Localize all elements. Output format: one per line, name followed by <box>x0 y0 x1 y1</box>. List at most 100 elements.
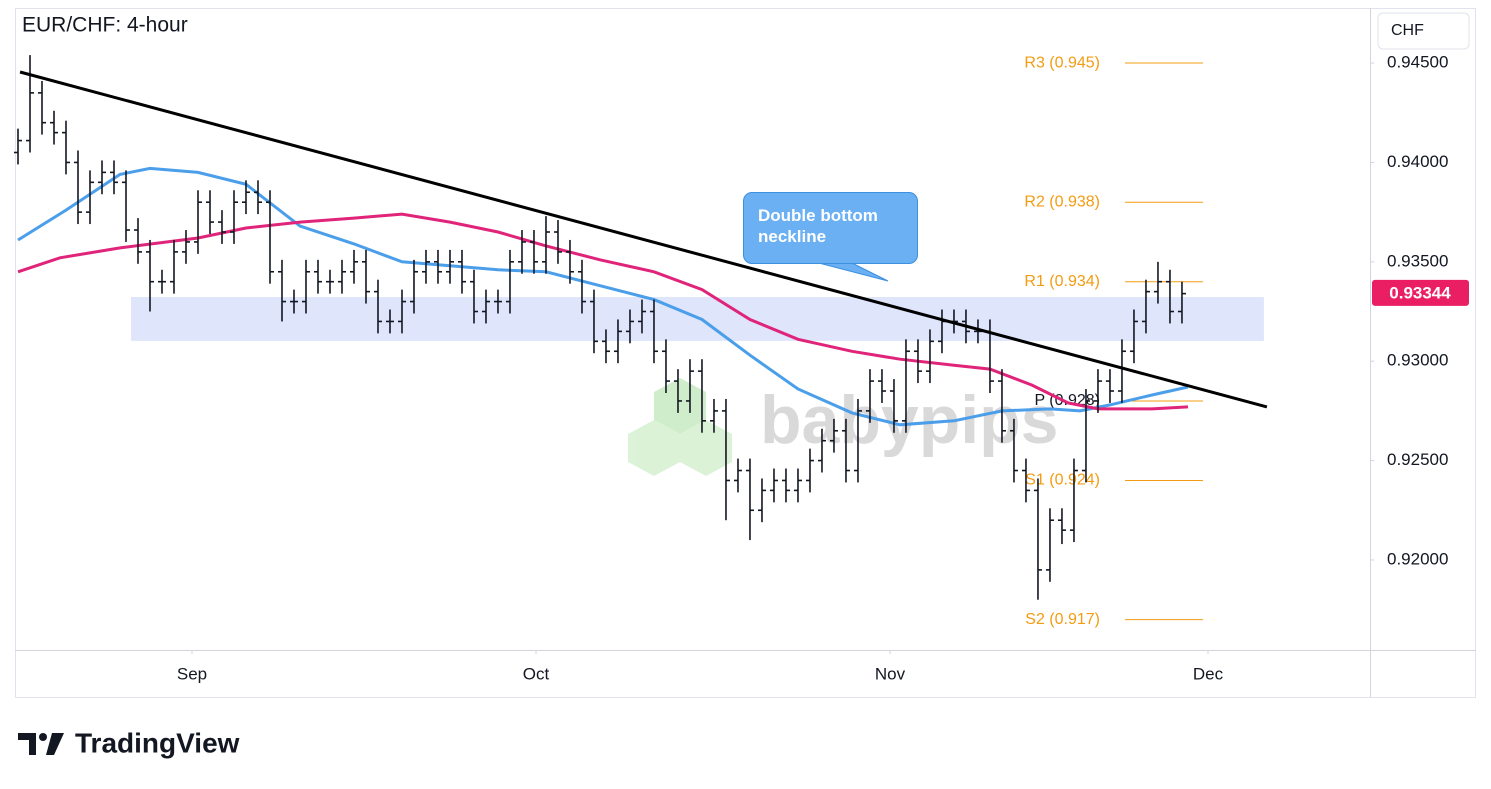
ohlc-bar <box>793 468 802 503</box>
annotation-tail <box>814 261 889 282</box>
ohlc-bar <box>829 418 838 453</box>
ohlc-bar <box>265 190 274 284</box>
ohlc-bar <box>277 259 286 322</box>
ohlc-bar <box>841 418 850 483</box>
ohlc-bar <box>889 379 898 433</box>
ohlc-bar <box>769 468 778 503</box>
ohlc-bar <box>385 309 394 334</box>
ohlc-bar <box>157 269 166 294</box>
ohlc-bar <box>589 289 598 354</box>
pivot-label: R1 (0.934) <box>1024 273 1100 290</box>
ohlc-bar <box>433 249 442 284</box>
ohlc-bar <box>253 180 262 215</box>
ohlc-bar <box>349 249 358 284</box>
ohlc-bar <box>193 190 202 254</box>
ohlc-bar <box>145 239 154 312</box>
pivot-label: R3 (0.945) <box>1024 54 1100 71</box>
ohlc-bar <box>481 289 490 324</box>
ohlc-bar <box>757 478 766 523</box>
ohlc-bar <box>541 216 550 274</box>
chart-title: EUR/CHF: 4-hour <box>22 14 188 37</box>
ohlc-bar <box>733 458 742 493</box>
ohlc-bar <box>1057 508 1066 545</box>
ohlc-bar <box>1069 458 1078 543</box>
trendline <box>19 70 1268 409</box>
x-tick-label: Nov <box>875 664 906 683</box>
ohlc-bar <box>85 170 94 225</box>
pivot-label: R2 (0.938) <box>1024 193 1100 210</box>
ohlc-bar <box>361 249 370 304</box>
ohlc-bar <box>73 150 82 225</box>
ohlc-bar <box>49 110 58 145</box>
ohlc-bar <box>409 259 418 314</box>
y-tick-label: 0.94000 <box>1387 152 1448 171</box>
ohlc-bar <box>325 269 334 294</box>
ohlc-bar <box>301 259 310 314</box>
ohlc-bar <box>901 339 910 433</box>
last-price-tag <box>1372 279 1469 306</box>
ohlc-bar <box>997 369 1006 443</box>
y-tick-label: 0.94500 <box>1387 53 1448 72</box>
ohlc-bar <box>1129 309 1138 364</box>
ohlc-bar <box>1009 418 1018 483</box>
ohlc-bar <box>613 319 622 364</box>
ohlc-bar <box>877 369 886 403</box>
ohlc-bar <box>709 398 718 433</box>
pivot-label: S2 (0.917) <box>1025 611 1100 628</box>
ohlc-bar <box>1021 458 1030 503</box>
pivot-label: S1 (0.924) <box>1025 472 1100 489</box>
currency-label: CHF <box>1391 22 1424 39</box>
ohlc-bar <box>205 190 214 234</box>
ohlc-bar <box>577 259 586 314</box>
ohlc-bar <box>565 239 574 284</box>
ohlc-bar <box>97 160 106 195</box>
ohlc-bar <box>529 230 538 274</box>
ohlc-bar <box>505 249 514 314</box>
ohlc-bar <box>625 309 634 344</box>
ohlc-bar <box>169 239 178 294</box>
ohlc-bar <box>25 55 34 153</box>
ohlc-bar <box>1141 279 1150 334</box>
ohlc-bar <box>1177 281 1186 324</box>
y-tick-label: 0.93000 <box>1387 351 1448 370</box>
ohlc-bar <box>1153 261 1162 304</box>
ohlc-bar <box>421 249 430 284</box>
ohlc-bar <box>553 220 562 264</box>
ohlc-bar <box>181 230 190 264</box>
ohlc-bar <box>1093 369 1102 413</box>
brand-logo <box>18 733 64 755</box>
ohlc-bar <box>673 369 682 413</box>
y-tick-label: 0.92500 <box>1387 450 1448 469</box>
ohlc-bar <box>121 170 130 242</box>
ohlc-bar <box>469 269 478 324</box>
x-tick-label: Oct <box>523 664 550 683</box>
y-tick-label: 0.92000 <box>1387 549 1448 568</box>
ohlc-bar <box>517 230 526 274</box>
ohlc-bar <box>1081 389 1090 483</box>
ohlc-bar <box>457 249 466 294</box>
ohlc-bar <box>913 339 922 384</box>
ohlc-bar <box>853 398 862 483</box>
ohlc-bar <box>373 279 382 334</box>
ohlc-bar <box>445 249 454 284</box>
last-price-label: 0.93344 <box>1389 283 1451 302</box>
ohlc-bar <box>1045 508 1054 582</box>
ohlc-bar <box>397 289 406 334</box>
ohlc-bar <box>805 448 814 493</box>
ohlc-bar <box>313 259 322 294</box>
ohlc-bar <box>661 339 670 394</box>
ohlc-bar <box>217 210 226 244</box>
ohlc-bar <box>289 289 298 314</box>
watermark-logo <box>628 378 732 476</box>
x-tick-label: Sep <box>177 664 207 683</box>
chart-frame <box>15 8 1476 698</box>
ohlc-bar <box>493 289 502 314</box>
ohlc-bar <box>685 359 694 413</box>
x-tick-label: Dec <box>1193 664 1224 683</box>
annotation-box: Double bottom neckline <box>743 192 918 264</box>
ohlc-bar <box>637 299 646 334</box>
ohlc-bar <box>1033 478 1042 600</box>
ohlc-bar <box>109 160 118 195</box>
ohlc-bar <box>649 299 658 364</box>
